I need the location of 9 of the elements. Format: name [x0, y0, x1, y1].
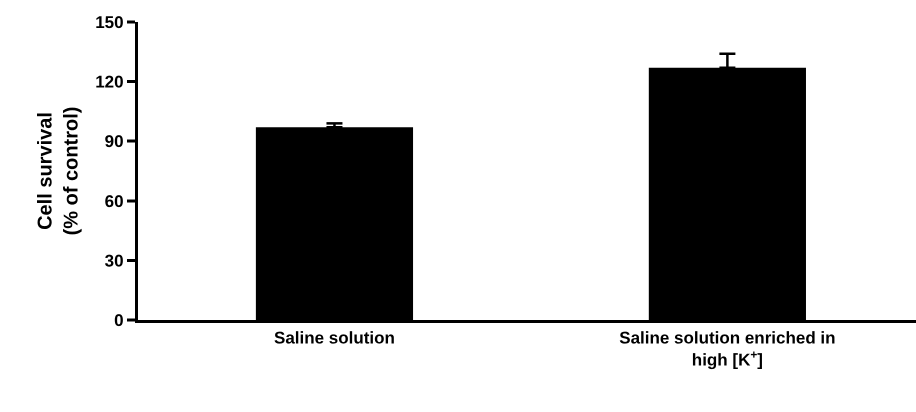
y-tick-label: 150: [95, 12, 124, 32]
y-tick-label: 60: [104, 192, 124, 211]
x-tick-label: Saline solution: [274, 328, 395, 348]
x-tick-label: Saline solution enriched in high [K$^{+}$]: [619, 328, 836, 370]
y-axis-title: Cell survival (% of control): [34, 106, 83, 236]
y-tick-label: 0: [114, 310, 124, 330]
y-tick-label: 90: [104, 132, 124, 152]
y-tick-label: 120: [95, 72, 124, 92]
y-tick-label: 30: [104, 251, 124, 270]
